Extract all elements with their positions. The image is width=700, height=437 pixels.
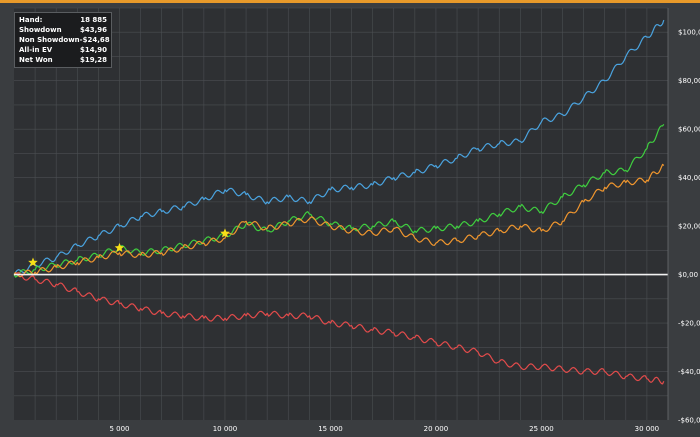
series-line-3 bbox=[13, 272, 665, 385]
series-layer bbox=[13, 19, 665, 385]
y-tick-label: $60,00 bbox=[678, 126, 700, 134]
stats-label: Hand: bbox=[19, 16, 43, 24]
stats-label: Showdown bbox=[19, 26, 62, 34]
stats-row-non-showdown: Non Showdown -$24,68 bbox=[19, 35, 110, 45]
x-tick-label: 5 000 bbox=[109, 425, 129, 433]
grid bbox=[14, 7, 668, 420]
stats-row-allin-ev: All-in EV $14,90 bbox=[19, 45, 107, 55]
stats-value: $43,96 bbox=[79, 26, 107, 34]
y-tick-label: -$40,00 bbox=[678, 368, 700, 376]
top-border bbox=[0, 0, 700, 3]
stats-value: $19,28 bbox=[79, 56, 107, 64]
stats-label: Net Won bbox=[19, 56, 53, 64]
x-tick-label: 15 000 bbox=[318, 425, 343, 433]
stats-row-hands: Hand: 18 885 bbox=[19, 15, 107, 25]
stats-value: -$24,68 bbox=[79, 36, 110, 44]
x-tick-label: 10 000 bbox=[213, 425, 238, 433]
stats-row-showdown: Showdown $43,96 bbox=[19, 25, 107, 35]
y-tick-label: $100,00 bbox=[678, 29, 700, 37]
stats-label: Non Showdown bbox=[19, 36, 80, 44]
series-line-2 bbox=[13, 163, 665, 278]
stats-label: All-in EV bbox=[19, 46, 53, 54]
axes: $100,00 $80,00 $60,00 $40,00 $20,00 $0,00 -$20… bbox=[14, 8, 700, 433]
y-tick-label: $40,00 bbox=[678, 174, 700, 182]
stats-row-net-won: Net Won $19,28 bbox=[19, 55, 107, 65]
star-marker bbox=[28, 257, 38, 267]
x-tick-label: 25 000 bbox=[529, 425, 554, 433]
x-tick-label: 20 000 bbox=[424, 425, 449, 433]
y-tick-label: -$20,00 bbox=[678, 320, 700, 328]
marker-layer bbox=[28, 228, 230, 267]
stats-value: 18 885 bbox=[80, 16, 107, 24]
star-marker bbox=[114, 242, 125, 252]
y-tick-label: -$60,00 bbox=[678, 417, 700, 425]
stats-value: $14,90 bbox=[79, 46, 107, 54]
plot-area bbox=[14, 8, 668, 420]
star-marker bbox=[220, 228, 230, 238]
y-tick-label: $80,00 bbox=[678, 77, 700, 85]
y-tick-label: $20,00 bbox=[678, 223, 700, 231]
y-tick-label: $0,00 bbox=[678, 271, 698, 279]
series-line-0 bbox=[13, 19, 665, 275]
x-tick-label: 30 000 bbox=[635, 425, 660, 433]
series-line-1 bbox=[13, 123, 665, 278]
stats-box: Hand: 18 885 Showdown $43,96 Non Showdow… bbox=[14, 12, 112, 68]
